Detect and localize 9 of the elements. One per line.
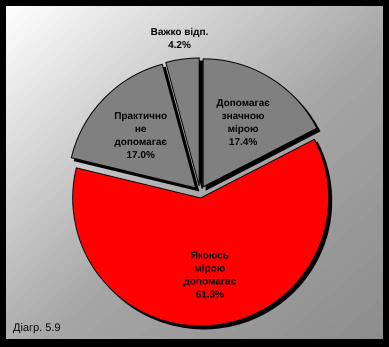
- slice-label: Якоюсь мірою допомагає: [184, 250, 237, 288]
- data-label: 17.0%: [126, 150, 155, 161]
- text: Діагр. 5.9: [13, 322, 61, 334]
- slice-label: Важко відп.: [150, 26, 209, 38]
- slice-label: Допомагає значною мірою: [216, 98, 270, 135]
- slice-label: Практично не допомагає: [114, 110, 168, 148]
- data-label: 4.2%: [168, 40, 191, 51]
- data-label: 17.4%: [228, 136, 258, 148]
- data-label: 61.3%: [196, 290, 224, 301]
